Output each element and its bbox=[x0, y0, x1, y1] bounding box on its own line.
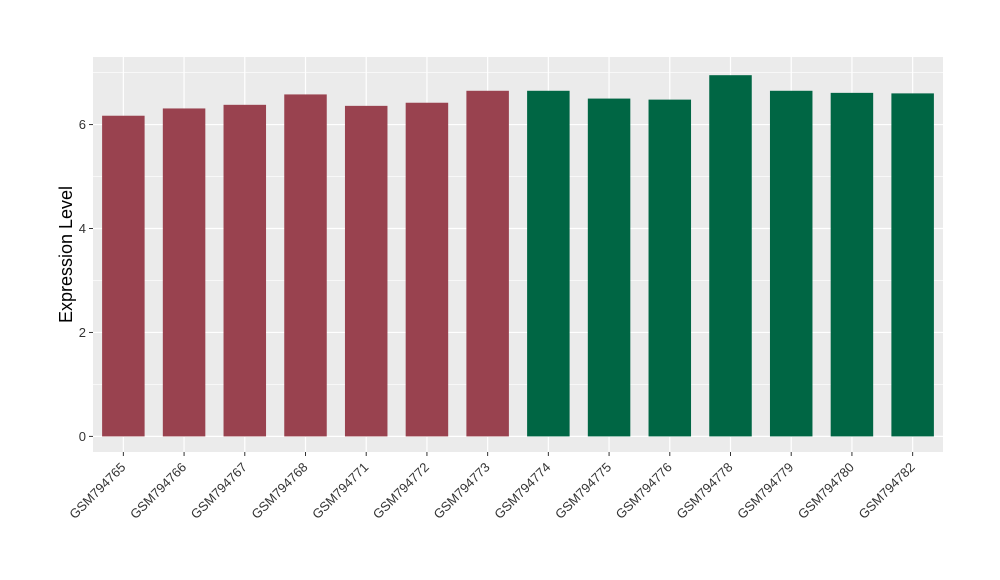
bar-GSM794778 bbox=[709, 75, 752, 437]
x-tick-label: GSM794782 bbox=[856, 460, 918, 522]
x-tick-label: GSM794767 bbox=[188, 460, 250, 522]
x-tick-label: GSM794778 bbox=[673, 460, 735, 522]
x-tick-label: GSM794765 bbox=[66, 460, 128, 522]
y-tick-label: 4 bbox=[79, 221, 86, 236]
x-tick-label: GSM794766 bbox=[127, 460, 189, 522]
bar-GSM794772 bbox=[405, 102, 449, 437]
y-tick-label: 0 bbox=[79, 429, 86, 444]
bar-GSM794779 bbox=[769, 90, 813, 437]
plot-panel bbox=[93, 57, 943, 452]
x-tick-label: GSM794774 bbox=[491, 460, 553, 522]
x-tick-label: GSM794768 bbox=[248, 460, 310, 522]
bar-GSM794775 bbox=[587, 98, 631, 437]
x-tick-label: GSM794773 bbox=[431, 460, 493, 522]
bar-GSM794766 bbox=[162, 108, 206, 437]
bar-GSM794768 bbox=[284, 94, 327, 437]
y-axis: 0 2 4 6 bbox=[79, 117, 93, 444]
bars bbox=[102, 75, 934, 437]
x-tick-label: GSM794771 bbox=[309, 460, 371, 522]
bar-GSM794771 bbox=[344, 105, 388, 437]
y-axis-title: Expression Level bbox=[56, 186, 76, 323]
bar-GSM794767 bbox=[223, 104, 267, 437]
x-axis: GSM794765GSM794766GSM794767GSM794768GSM7… bbox=[66, 452, 918, 522]
x-tick-label: GSM794772 bbox=[370, 460, 432, 522]
x-tick-label: GSM794780 bbox=[795, 460, 857, 522]
bar-GSM794774 bbox=[527, 90, 570, 437]
bar-GSM794773 bbox=[466, 90, 509, 437]
bar-GSM794780 bbox=[830, 92, 874, 437]
x-tick-label: GSM794776 bbox=[613, 460, 675, 522]
x-tick-label: GSM794775 bbox=[552, 460, 614, 522]
x-tick-label: GSM794779 bbox=[734, 460, 796, 522]
bar-GSM794782 bbox=[891, 93, 934, 437]
bar-GSM794776 bbox=[648, 99, 692, 437]
y-tick-label: 2 bbox=[79, 325, 86, 340]
bar-GSM794765 bbox=[102, 115, 145, 437]
y-tick-label: 6 bbox=[79, 117, 86, 132]
